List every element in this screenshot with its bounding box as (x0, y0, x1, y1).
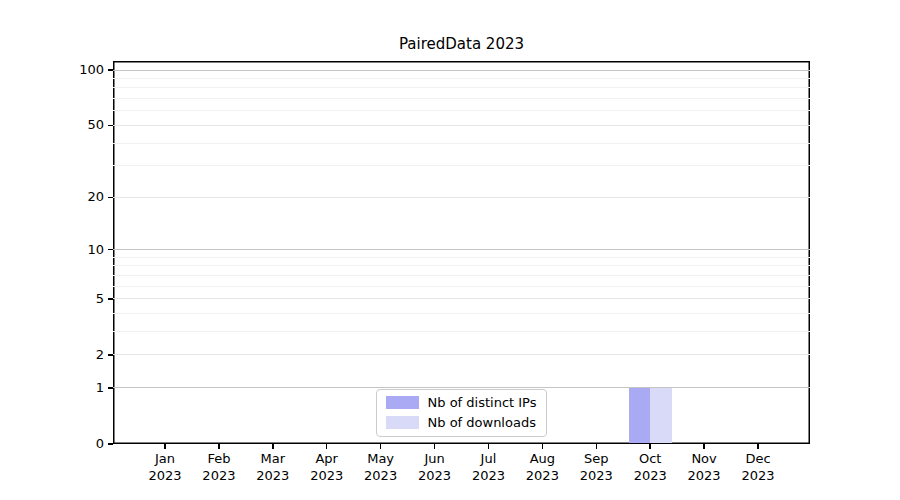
y-tick-label: 2 (0, 347, 104, 363)
legend-swatch-icon (386, 416, 419, 429)
y-tick-mark (108, 197, 113, 199)
y-tick-mark (108, 354, 113, 356)
y-tick-label: 20 (0, 189, 104, 205)
major-gridline (113, 70, 810, 71)
y-tick-label: 50 (0, 117, 104, 133)
y-tick-mark (108, 298, 113, 300)
x-tick-mark (649, 444, 651, 449)
x-tick-mark (218, 444, 220, 449)
bar (629, 388, 651, 443)
x-tick-mark (380, 444, 382, 449)
major-gridline (113, 197, 810, 198)
y-tick-label: 10 (0, 242, 104, 258)
x-tick-mark (542, 444, 544, 449)
y-tick-mark (108, 249, 113, 251)
minor-gridline (113, 286, 810, 287)
minor-gridline (113, 331, 810, 332)
chart-title: PairedData 2023 (113, 35, 810, 53)
minor-gridline (113, 257, 810, 258)
bar (650, 388, 672, 443)
legend-label: Nb of downloads (428, 415, 536, 430)
x-tick-mark (488, 444, 490, 449)
minor-gridline (113, 165, 810, 166)
x-tick-mark (757, 444, 759, 449)
x-tick-mark (272, 444, 274, 449)
x-axis: Jan 2023Feb 2023Mar 2023Apr 2023May 2023… (113, 444, 810, 500)
y-tick-label: 5 (0, 291, 104, 307)
minor-gridline (113, 87, 810, 88)
figure: PairedData 2023 Nb of distinct IPsNb of … (0, 0, 900, 500)
legend-entry: Nb of downloads (386, 415, 537, 430)
minor-gridline (113, 275, 810, 276)
y-tick-label: 1 (0, 380, 104, 396)
legend-swatch-icon (386, 396, 419, 409)
major-gridline (113, 125, 810, 126)
x-tick-mark (434, 444, 436, 449)
minor-gridline (113, 313, 810, 314)
plot-area: Nb of distinct IPs Nb of downloads (113, 61, 810, 444)
y-axis: 0125102050100 (0, 61, 113, 444)
legend-label: Nb of distinct IPs (428, 395, 537, 410)
legend-entry: Nb of distinct IPs (386, 395, 537, 410)
y-tick-mark (108, 387, 113, 389)
y-tick-mark (108, 125, 113, 127)
x-tick-mark (596, 444, 598, 449)
y-tick-mark (108, 69, 113, 71)
minor-gridline (113, 110, 810, 111)
x-tick-mark (164, 444, 166, 449)
x-tick-mark (703, 444, 705, 449)
y-tick-label: 100 (0, 62, 104, 78)
legend: Nb of distinct IPs Nb of downloads (376, 389, 548, 437)
minor-gridline (113, 98, 810, 99)
x-tick-mark (326, 444, 328, 449)
major-gridline (113, 298, 810, 299)
x-tick-label: Dec 2023 (726, 450, 790, 484)
minor-gridline (113, 265, 810, 266)
major-gridline (113, 249, 810, 250)
major-gridline (113, 354, 810, 355)
y-tick-label: 0 (0, 436, 104, 452)
minor-gridline (113, 143, 810, 144)
minor-gridline (113, 78, 810, 79)
